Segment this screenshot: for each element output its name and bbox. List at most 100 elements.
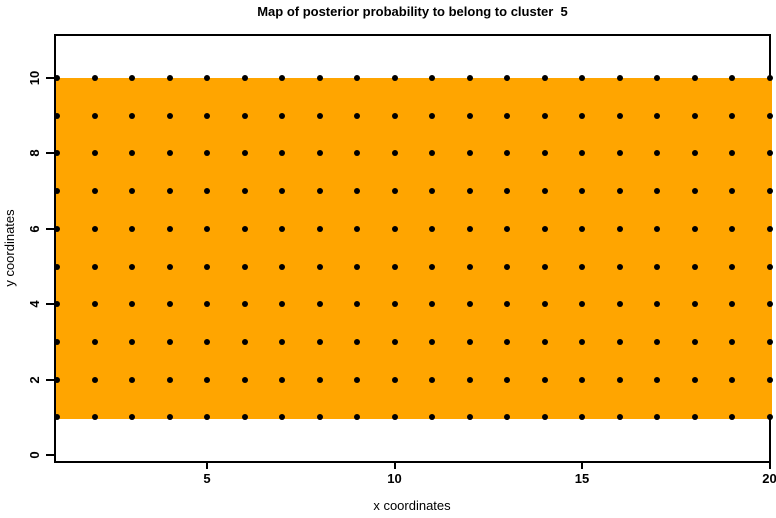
data-point <box>54 150 60 157</box>
data-point <box>204 75 210 81</box>
data-point <box>504 376 510 383</box>
data-point <box>466 225 473 232</box>
data-point <box>241 376 248 383</box>
data-point <box>129 338 135 345</box>
data-point <box>204 263 210 270</box>
data-point <box>691 75 698 81</box>
data-point <box>316 301 323 308</box>
y-tick-mark <box>46 152 54 155</box>
data-point <box>504 112 510 119</box>
y-tick-label: 8 <box>27 149 42 158</box>
data-point <box>429 301 435 308</box>
y-tick-label: 2 <box>27 375 42 384</box>
data-point <box>54 376 60 383</box>
data-point <box>54 225 60 232</box>
data-point <box>729 188 735 195</box>
data-point <box>616 150 623 157</box>
data-point <box>429 263 435 270</box>
data-point <box>241 263 248 270</box>
data-point <box>316 414 323 421</box>
data-point <box>504 301 510 308</box>
y-axis-label: y coordinates <box>2 209 17 287</box>
data-point <box>129 112 135 119</box>
data-point <box>129 225 135 232</box>
y-tick-mark <box>46 454 54 456</box>
data-point <box>391 263 398 270</box>
data-point <box>279 414 285 421</box>
x-tick-label: 5 <box>203 471 211 486</box>
data-point <box>729 150 735 157</box>
data-point <box>204 188 210 195</box>
data-point <box>166 75 173 81</box>
data-point <box>129 263 135 270</box>
data-point <box>504 188 510 195</box>
data-point <box>766 414 773 421</box>
data-point <box>391 376 398 383</box>
data-point <box>654 188 660 195</box>
data-point <box>429 225 435 232</box>
data-point <box>616 301 623 308</box>
y-tick-label: 10 <box>27 70 42 86</box>
data-point <box>316 75 323 81</box>
data-point <box>204 225 210 232</box>
data-point <box>579 225 585 232</box>
data-point <box>316 225 323 232</box>
data-point <box>541 338 548 345</box>
data-point <box>579 188 585 195</box>
data-point <box>354 75 360 81</box>
data-point <box>91 414 98 421</box>
data-point <box>91 75 98 81</box>
data-point <box>91 225 98 232</box>
data-point <box>541 263 548 270</box>
data-point <box>54 75 60 81</box>
data-point <box>616 338 623 345</box>
data-point <box>316 112 323 119</box>
data-point <box>616 188 623 195</box>
y-tick-mark <box>46 227 54 230</box>
data-point <box>279 188 285 195</box>
data-point <box>466 75 473 81</box>
data-point <box>279 225 285 232</box>
data-point <box>316 150 323 157</box>
data-point <box>241 150 248 157</box>
data-point <box>541 75 548 81</box>
data-point <box>504 338 510 345</box>
data-point <box>654 338 660 345</box>
data-point <box>466 112 473 119</box>
data-point <box>691 112 698 119</box>
data-point <box>354 414 360 421</box>
data-point <box>166 338 173 345</box>
data-point <box>691 376 698 383</box>
data-point <box>691 225 698 232</box>
data-point <box>504 150 510 157</box>
data-point <box>279 263 285 270</box>
y-tick-mark <box>46 303 54 306</box>
data-point <box>466 188 473 195</box>
data-point <box>729 301 735 308</box>
data-point <box>391 150 398 157</box>
data-point <box>429 112 435 119</box>
data-point <box>166 188 173 195</box>
data-point <box>654 263 660 270</box>
data-point <box>654 225 660 232</box>
x-tick-mark <box>581 463 583 469</box>
data-point <box>766 301 773 308</box>
data-point <box>579 263 585 270</box>
data-point <box>654 301 660 308</box>
data-point <box>504 414 510 421</box>
data-point <box>166 414 173 421</box>
data-point <box>691 338 698 345</box>
data-point <box>616 75 623 81</box>
data-point <box>766 188 773 195</box>
data-point <box>541 225 548 232</box>
data-point <box>354 112 360 119</box>
probability-region <box>56 78 772 419</box>
data-point <box>354 338 360 345</box>
data-point <box>316 188 323 195</box>
data-point <box>91 338 98 345</box>
data-point <box>616 263 623 270</box>
data-point <box>691 188 698 195</box>
data-point <box>429 414 435 421</box>
data-point <box>541 150 548 157</box>
data-point <box>129 75 135 81</box>
